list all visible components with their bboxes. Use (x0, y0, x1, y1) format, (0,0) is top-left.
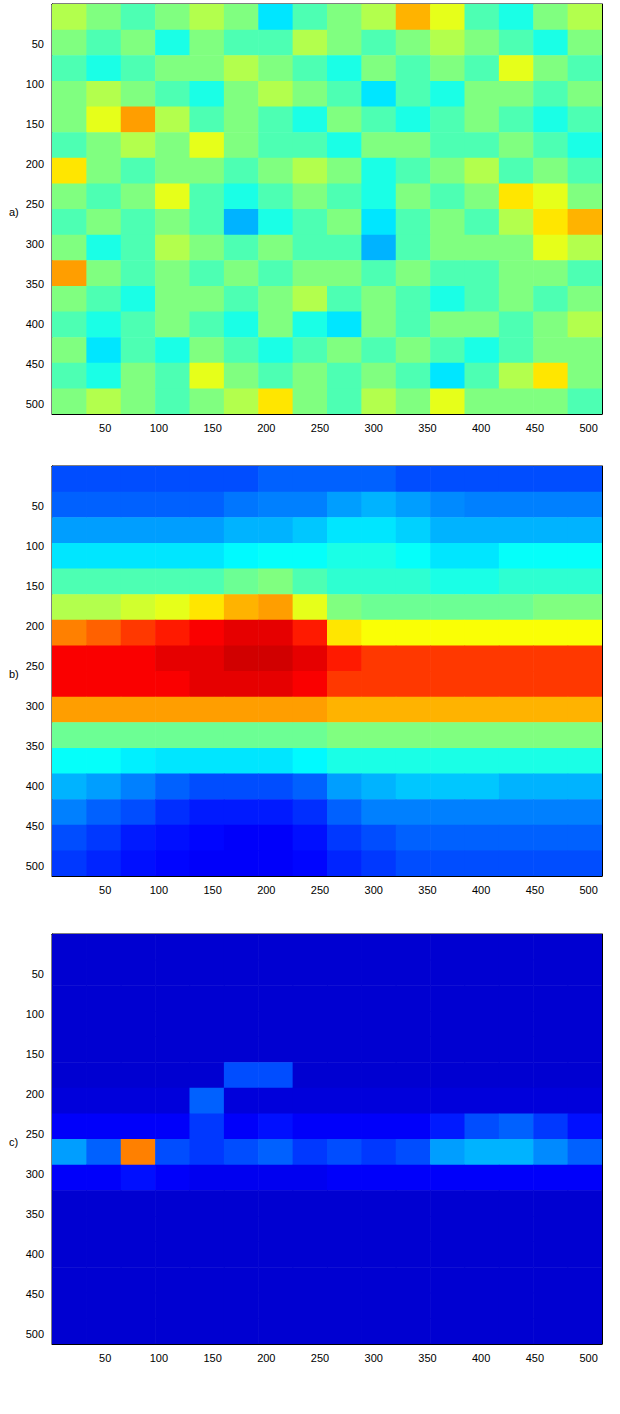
svg-text:500: 500 (26, 1328, 44, 1340)
svg-text:250: 250 (26, 1128, 44, 1140)
svg-text:200: 200 (26, 620, 44, 632)
svg-text:350: 350 (418, 884, 436, 896)
svg-text:150: 150 (203, 422, 221, 434)
svg-text:100: 100 (26, 78, 44, 90)
svg-text:450: 450 (526, 422, 544, 434)
svg-text:250: 250 (311, 422, 329, 434)
svg-text:100: 100 (26, 540, 44, 552)
svg-text:300: 300 (26, 238, 44, 250)
svg-text:400: 400 (472, 1352, 490, 1364)
svg-text:100: 100 (150, 1352, 168, 1364)
svg-text:150: 150 (26, 118, 44, 130)
svg-text:200: 200 (257, 1352, 275, 1364)
svg-text:300: 300 (365, 422, 383, 434)
svg-text:300: 300 (365, 1352, 383, 1364)
svg-text:400: 400 (472, 884, 490, 896)
svg-text:350: 350 (26, 1208, 44, 1220)
svg-text:50: 50 (99, 884, 111, 896)
svg-text:500: 500 (26, 398, 44, 410)
svg-text:300: 300 (26, 700, 44, 712)
svg-text:150: 150 (26, 580, 44, 592)
svg-text:350: 350 (26, 740, 44, 752)
svg-text:50: 50 (32, 968, 44, 980)
svg-text:100: 100 (150, 422, 168, 434)
svg-text:300: 300 (365, 884, 383, 896)
svg-text:400: 400 (26, 318, 44, 330)
svg-text:350: 350 (418, 422, 436, 434)
svg-text:350: 350 (418, 1352, 436, 1364)
svg-text:500: 500 (579, 884, 597, 896)
svg-text:50: 50 (99, 422, 111, 434)
svg-text:a): a) (9, 206, 19, 218)
svg-text:500: 500 (579, 1352, 597, 1364)
svg-text:300: 300 (26, 1168, 44, 1180)
svg-text:450: 450 (526, 884, 544, 896)
svg-text:500: 500 (579, 422, 597, 434)
svg-text:100: 100 (150, 884, 168, 896)
svg-text:200: 200 (257, 884, 275, 896)
svg-text:400: 400 (26, 1248, 44, 1260)
svg-text:450: 450 (526, 1352, 544, 1364)
svg-text:200: 200 (257, 422, 275, 434)
svg-text:250: 250 (311, 884, 329, 896)
svg-text:200: 200 (26, 158, 44, 170)
svg-text:50: 50 (32, 500, 44, 512)
svg-text:b): b) (9, 668, 19, 680)
svg-text:450: 450 (26, 820, 44, 832)
svg-text:c): c) (9, 1136, 18, 1148)
svg-text:150: 150 (26, 1048, 44, 1060)
svg-text:500: 500 (26, 860, 44, 872)
svg-text:450: 450 (26, 1288, 44, 1300)
svg-text:400: 400 (472, 422, 490, 434)
svg-text:150: 150 (203, 1352, 221, 1364)
svg-text:250: 250 (26, 198, 44, 210)
svg-text:150: 150 (203, 884, 221, 896)
svg-text:350: 350 (26, 278, 44, 290)
svg-text:250: 250 (311, 1352, 329, 1364)
svg-text:200: 200 (26, 1088, 44, 1100)
svg-text:50: 50 (99, 1352, 111, 1364)
svg-text:50: 50 (32, 38, 44, 50)
svg-text:450: 450 (26, 358, 44, 370)
svg-text:250: 250 (26, 660, 44, 672)
svg-text:400: 400 (26, 780, 44, 792)
svg-text:100: 100 (26, 1008, 44, 1020)
